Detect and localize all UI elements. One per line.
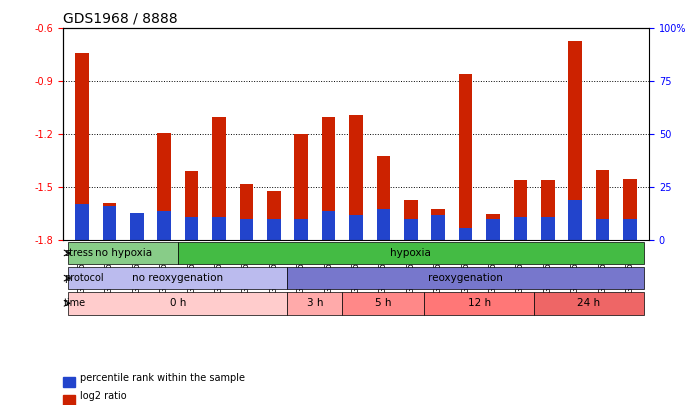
Bar — [595, 219, 609, 241]
Bar — [459, 74, 473, 241]
Bar — [185, 217, 198, 241]
Bar — [459, 228, 473, 241]
Text: stress: stress — [64, 248, 94, 258]
Bar — [568, 41, 582, 241]
Bar — [349, 115, 363, 241]
Bar — [514, 180, 527, 241]
Bar — [431, 209, 445, 241]
Bar — [376, 209, 390, 241]
Bar — [486, 219, 500, 241]
Bar — [157, 211, 171, 241]
Text: 0 h: 0 h — [170, 298, 186, 308]
Bar — [404, 200, 417, 241]
Text: GDS1968 / 8888: GDS1968 / 8888 — [63, 12, 177, 26]
Bar — [404, 219, 417, 241]
Bar — [514, 217, 527, 241]
Bar — [295, 134, 308, 241]
Bar — [486, 214, 500, 241]
Bar — [267, 219, 281, 241]
Bar — [534, 292, 644, 315]
Bar — [178, 242, 644, 264]
Bar — [239, 184, 253, 241]
Text: hypoxia: hypoxia — [390, 248, 431, 258]
Bar — [75, 53, 89, 241]
Text: no hypoxia: no hypoxia — [94, 248, 151, 258]
Bar — [541, 217, 555, 241]
Bar — [68, 292, 288, 315]
Text: no reoxygenation: no reoxygenation — [133, 273, 223, 283]
Bar — [623, 179, 637, 241]
Text: 24 h: 24 h — [577, 298, 600, 308]
Bar — [349, 215, 363, 241]
Bar — [267, 191, 281, 241]
Text: 12 h: 12 h — [468, 298, 491, 308]
Bar — [342, 292, 424, 315]
Bar — [75, 205, 89, 241]
Bar — [431, 215, 445, 241]
Text: percentile rank within the sample: percentile rank within the sample — [80, 373, 245, 383]
Bar — [157, 132, 171, 241]
Bar — [239, 219, 253, 241]
Bar — [376, 156, 390, 241]
Bar — [295, 219, 308, 241]
Bar — [130, 213, 144, 241]
Bar — [103, 203, 117, 241]
Bar — [68, 267, 288, 290]
Bar — [68, 242, 178, 264]
Bar — [322, 211, 336, 241]
Bar — [130, 226, 144, 241]
Bar — [322, 117, 336, 241]
Bar — [185, 171, 198, 241]
Text: reoxygenation: reoxygenation — [428, 273, 503, 283]
Bar — [424, 292, 534, 315]
Text: protocol: protocol — [64, 273, 104, 283]
Bar — [623, 219, 637, 241]
Bar — [103, 207, 117, 241]
Text: log2 ratio: log2 ratio — [80, 391, 127, 401]
Bar — [288, 292, 342, 315]
Bar — [568, 200, 582, 241]
Text: 5 h: 5 h — [375, 298, 392, 308]
Bar — [288, 267, 644, 290]
Bar — [212, 117, 226, 241]
Bar — [541, 180, 555, 241]
Text: 3 h: 3 h — [306, 298, 323, 308]
Bar — [595, 170, 609, 241]
Bar — [212, 217, 226, 241]
Text: time: time — [64, 298, 87, 308]
